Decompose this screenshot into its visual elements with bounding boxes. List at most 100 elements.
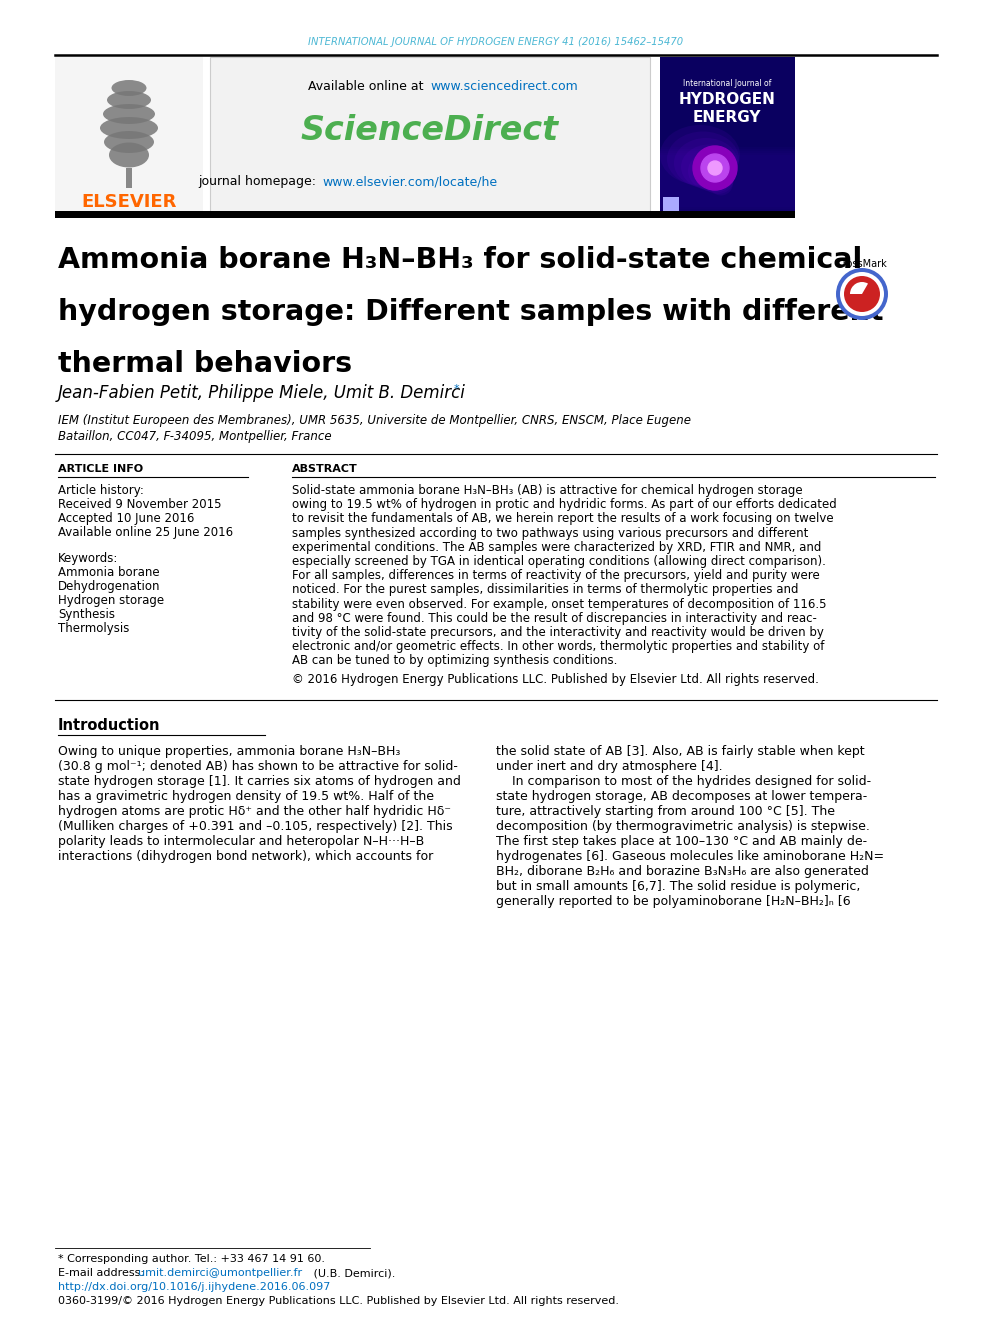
- Text: polarity leads to intermolecular and heteropolar N–H···H–B: polarity leads to intermolecular and het…: [58, 835, 425, 848]
- Bar: [660, 183, 795, 193]
- Text: the solid state of AB [3]. Also, AB is fairly stable when kept: the solid state of AB [3]. Also, AB is f…: [496, 745, 865, 758]
- Text: www.sciencedirect.com: www.sciencedirect.com: [430, 79, 577, 93]
- Text: stability were even observed. For example, onset temperatures of decomposition o: stability were even observed. For exampl…: [292, 598, 826, 611]
- Ellipse shape: [709, 171, 733, 196]
- Ellipse shape: [667, 131, 739, 187]
- Text: to revisit the fundamentals of AB, we herein report the results of a work focusi: to revisit the fundamentals of AB, we he…: [292, 512, 833, 525]
- Bar: [660, 191, 795, 201]
- Text: Jean-Fabien Petit, Philippe Miele, Umit B. Demirci: Jean-Fabien Petit, Philippe Miele, Umit …: [58, 384, 466, 402]
- Text: Keywords:: Keywords:: [58, 552, 118, 565]
- Text: Available online 25 June 2016: Available online 25 June 2016: [58, 527, 233, 538]
- Text: © 2016 Hydrogen Energy Publications LLC. Published by Elsevier Ltd. All rights r: © 2016 Hydrogen Energy Publications LLC.…: [292, 672, 818, 685]
- Text: * Corresponding author. Tel.: +33 467 14 91 60.: * Corresponding author. Tel.: +33 467 14…: [58, 1254, 325, 1263]
- Text: The first step takes place at 100–130 °C and AB mainly de-: The first step takes place at 100–130 °C…: [496, 835, 867, 848]
- Ellipse shape: [674, 138, 738, 188]
- Text: especially screened by TGA in identical operating conditions (allowing direct co: especially screened by TGA in identical …: [292, 556, 826, 568]
- Text: (30.8 g mol⁻¹; denoted AB) has shown to be attractive for solid-: (30.8 g mol⁻¹; denoted AB) has shown to …: [58, 759, 458, 773]
- Bar: [660, 177, 795, 187]
- Text: experimental conditions. The AB samples were characterized by XRD, FTIR and NMR,: experimental conditions. The AB samples …: [292, 541, 821, 554]
- Circle shape: [701, 153, 729, 183]
- Text: Dehydrogenation: Dehydrogenation: [58, 579, 161, 593]
- Text: *: *: [454, 384, 459, 394]
- Circle shape: [844, 277, 880, 312]
- Text: state hydrogen storage [1]. It carries six atoms of hydrogen and: state hydrogen storage [1]. It carries s…: [58, 775, 461, 789]
- Wedge shape: [850, 282, 868, 294]
- Text: Thermolysis: Thermolysis: [58, 622, 129, 635]
- Bar: [660, 193, 795, 202]
- Text: IEM (Institut Europeen des Membranes), UMR 5635, Universite de Montpellier, CNRS: IEM (Institut Europeen des Membranes), U…: [58, 414, 691, 427]
- Bar: [660, 167, 795, 177]
- Text: HYDROGEN: HYDROGEN: [679, 93, 776, 107]
- Bar: [660, 57, 795, 216]
- Text: hydrogenates [6]. Gaseous molecules like aminoborane H₂N=: hydrogenates [6]. Gaseous molecules like…: [496, 849, 884, 863]
- Text: Ammonia borane: Ammonia borane: [58, 566, 160, 579]
- Text: CrossMark: CrossMark: [836, 259, 888, 269]
- Text: ENERGY: ENERGY: [692, 110, 761, 124]
- Circle shape: [708, 161, 722, 175]
- Bar: [660, 202, 795, 213]
- Bar: [663, 197, 679, 213]
- Bar: [660, 153, 795, 163]
- Text: and 98 °C were found. This could be the result of discrepancies in interactivity: and 98 °C were found. This could be the …: [292, 611, 816, 624]
- Text: Synthesis: Synthesis: [58, 609, 115, 620]
- Bar: [660, 155, 795, 165]
- Bar: [660, 205, 795, 216]
- Bar: [660, 185, 795, 194]
- Ellipse shape: [688, 151, 736, 191]
- Text: (U.B. Demirci).: (U.B. Demirci).: [310, 1267, 396, 1278]
- Bar: [660, 173, 795, 183]
- Text: Bataillon, CC047, F-34095, Montpellier, France: Bataillon, CC047, F-34095, Montpellier, …: [58, 430, 331, 443]
- Circle shape: [836, 269, 888, 320]
- Bar: [660, 189, 795, 198]
- Text: www.elsevier.com/locate/he: www.elsevier.com/locate/he: [322, 176, 497, 188]
- Bar: [660, 163, 795, 173]
- Text: ture, attractively starting from around 100 °C [5]. The: ture, attractively starting from around …: [496, 804, 835, 818]
- Text: For all samples, differences in terms of reactivity of the precursors, yield and: For all samples, differences in terms of…: [292, 569, 819, 582]
- Text: AB can be tuned to by optimizing synthesis conditions.: AB can be tuned to by optimizing synthes…: [292, 655, 617, 667]
- Ellipse shape: [104, 131, 154, 153]
- Text: http://dx.doi.org/10.1016/j.ijhydene.2016.06.097: http://dx.doi.org/10.1016/j.ijhydene.201…: [58, 1282, 330, 1293]
- Text: owing to 19.5 wt% of hydrogen in protic and hydridic forms. As part of our effor: owing to 19.5 wt% of hydrogen in protic …: [292, 499, 836, 511]
- Text: Hydrogen storage: Hydrogen storage: [58, 594, 164, 607]
- Text: INTERNATIONAL JOURNAL OF HYDROGEN ENERGY 41 (2016) 15462–15470: INTERNATIONAL JOURNAL OF HYDROGEN ENERGY…: [309, 37, 683, 48]
- Bar: [660, 201, 795, 210]
- Text: thermal behaviors: thermal behaviors: [58, 351, 352, 378]
- Text: interactions (dihydrogen bond network), which accounts for: interactions (dihydrogen bond network), …: [58, 849, 434, 863]
- Text: Introduction: Introduction: [58, 718, 161, 733]
- Bar: [55, 57, 203, 216]
- Text: Received 9 November 2015: Received 9 November 2015: [58, 497, 221, 511]
- Text: hydrogen storage: Different samples with different: hydrogen storage: Different samples with…: [58, 298, 884, 325]
- Ellipse shape: [103, 105, 155, 124]
- Text: Solid-state ammonia borane H₃N–BH₃ (AB) is attractive for chemical hydrogen stor: Solid-state ammonia borane H₃N–BH₃ (AB) …: [292, 484, 803, 497]
- Text: noticed. For the purest samples, dissimilarities in terms of thermolytic propert: noticed. For the purest samples, dissimi…: [292, 583, 799, 597]
- Text: state hydrogen storage, AB decomposes at lower tempera-: state hydrogen storage, AB decomposes at…: [496, 790, 867, 803]
- Text: (Mulliken charges of +0.391 and –0.105, respectively) [2]. This: (Mulliken charges of +0.391 and –0.105, …: [58, 820, 452, 833]
- Ellipse shape: [695, 157, 735, 193]
- Text: Available online at: Available online at: [309, 79, 428, 93]
- Ellipse shape: [111, 79, 147, 97]
- Ellipse shape: [660, 124, 740, 185]
- Text: generally reported to be polyaminoborane [H₂N–BH₂]ₙ [6: generally reported to be polyaminoborane…: [496, 894, 850, 908]
- Text: Accepted 10 June 2016: Accepted 10 June 2016: [58, 512, 194, 525]
- Text: has a gravimetric hydrogen density of 19.5 wt%. Half of the: has a gravimetric hydrogen density of 19…: [58, 790, 434, 803]
- Bar: [660, 187, 795, 197]
- Text: under inert and dry atmosphere [4].: under inert and dry atmosphere [4].: [496, 759, 722, 773]
- Bar: [660, 198, 795, 209]
- Ellipse shape: [702, 164, 734, 194]
- Text: E-mail address:: E-mail address:: [58, 1267, 148, 1278]
- Text: Ammonia borane H₃N–BH₃ for solid-state chemical: Ammonia borane H₃N–BH₃ for solid-state c…: [58, 246, 862, 274]
- Text: ARTICLE INFO: ARTICLE INFO: [58, 464, 143, 474]
- Text: ELSEVIER: ELSEVIER: [81, 193, 177, 210]
- Bar: [660, 169, 795, 179]
- Bar: [126, 168, 132, 188]
- Text: International Journal of: International Journal of: [682, 78, 771, 87]
- Bar: [660, 171, 795, 181]
- Text: umit.demirci@umontpellier.fr: umit.demirci@umontpellier.fr: [138, 1267, 303, 1278]
- Text: BH₂, diborane B₂H₆ and borazine B₃N₃H₆ are also generated: BH₂, diborane B₂H₆ and borazine B₃N₃H₆ a…: [496, 865, 869, 878]
- Bar: [660, 175, 795, 185]
- Bar: [660, 151, 795, 161]
- Text: ScienceDirect: ScienceDirect: [301, 114, 559, 147]
- Bar: [660, 147, 795, 157]
- Bar: [660, 149, 795, 159]
- Bar: [660, 161, 795, 171]
